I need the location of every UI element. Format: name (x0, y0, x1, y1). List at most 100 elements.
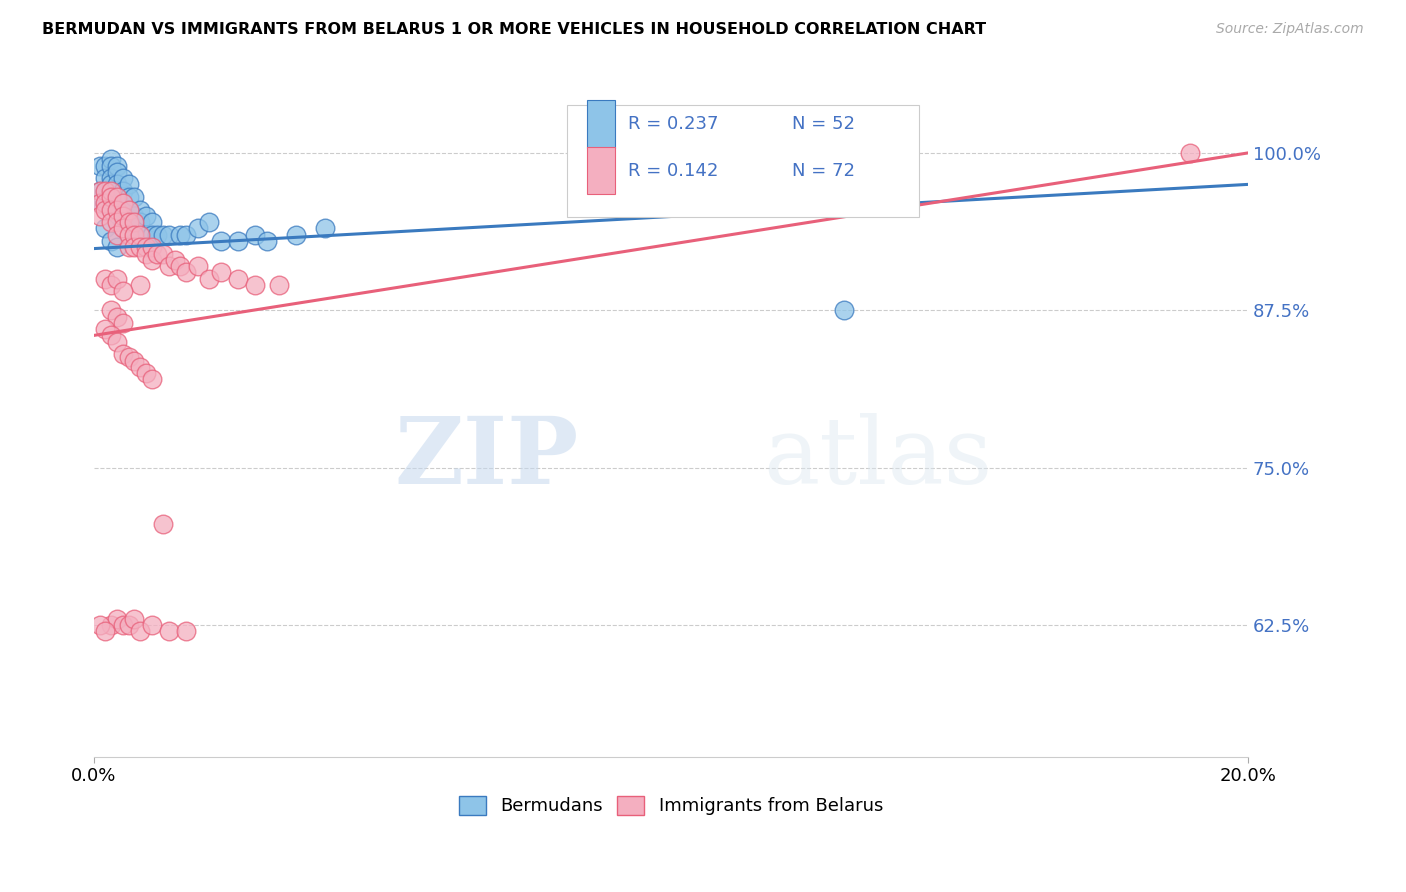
Point (187, 221, 209, 235)
Point (100, 617, 122, 632)
Point (157, 624, 180, 639)
Point (105, 159, 128, 173)
Point (209, 265, 232, 279)
Point (226, 234, 249, 248)
Point (89, 617, 111, 632)
Point (117, 227, 139, 242)
Text: Source: ZipAtlas.com: Source: ZipAtlas.com (1216, 22, 1364, 37)
Point (209, 234, 232, 248)
Point (117, 178, 139, 192)
Point (100, 190, 122, 204)
Point (105, 227, 128, 242)
Point (314, 221, 336, 235)
Point (117, 190, 139, 204)
Point (152, 227, 174, 242)
Point (100, 159, 122, 173)
Point (135, 246, 157, 260)
Point (105, 165, 128, 179)
Point (111, 285, 134, 299)
Point (124, 611, 146, 625)
Text: BERMUDAN VS IMMIGRANTS FROM BELARUS 1 OR MORE VEHICLES IN HOUSEHOLD CORRELATION : BERMUDAN VS IMMIGRANTS FROM BELARUS 1 OR… (42, 22, 986, 37)
Point (169, 227, 191, 242)
Point (100, 202, 122, 217)
Point (94, 624, 117, 639)
Point (152, 246, 174, 260)
Point (169, 259, 191, 273)
Point (124, 240, 146, 254)
Point (111, 221, 134, 235)
Point (100, 171, 122, 186)
Point (111, 202, 134, 217)
Point (135, 209, 157, 223)
Text: ZIP: ZIP (394, 413, 579, 503)
Point (124, 190, 146, 204)
Point (100, 202, 122, 217)
Point (832, 303, 855, 318)
Point (141, 215, 163, 229)
Point (94, 171, 117, 186)
Point (174, 624, 197, 639)
Point (245, 278, 267, 293)
Point (89, 184, 111, 198)
Point (94, 196, 117, 211)
Point (89, 209, 111, 223)
Point (245, 227, 267, 242)
Point (146, 246, 169, 260)
Point (117, 240, 139, 254)
Point (105, 202, 128, 217)
Point (100, 328, 122, 343)
Point (267, 278, 290, 293)
Point (129, 240, 152, 254)
Text: N = 72: N = 72 (792, 161, 855, 179)
Point (100, 303, 122, 318)
Point (124, 209, 146, 223)
Text: R = 0.142: R = 0.142 (628, 161, 718, 179)
Point (124, 227, 146, 242)
Point (100, 178, 122, 192)
Point (157, 227, 180, 242)
Point (94, 184, 117, 198)
Point (135, 366, 157, 380)
Point (187, 259, 209, 273)
Point (94, 196, 117, 211)
Point (105, 215, 128, 229)
Point (105, 202, 128, 217)
Point (129, 359, 152, 374)
Point (105, 334, 128, 349)
Point (152, 517, 174, 532)
Point (105, 240, 128, 254)
Point (111, 215, 134, 229)
Point (89, 196, 111, 211)
Point (174, 265, 197, 279)
Point (100, 234, 122, 248)
Point (124, 227, 146, 242)
Point (256, 234, 278, 248)
Point (105, 310, 128, 324)
Point (157, 259, 180, 273)
Point (111, 196, 134, 211)
Text: N = 52: N = 52 (792, 115, 855, 133)
Point (117, 215, 139, 229)
Point (284, 227, 307, 242)
Text: atlas: atlas (763, 413, 993, 503)
Point (124, 353, 146, 368)
Point (198, 215, 221, 229)
Point (135, 227, 157, 242)
Point (141, 372, 163, 386)
Point (111, 209, 134, 223)
Point (100, 184, 122, 198)
Point (141, 227, 163, 242)
FancyBboxPatch shape (586, 147, 616, 194)
Point (198, 272, 221, 286)
Point (89, 196, 111, 211)
Point (94, 184, 117, 198)
Point (105, 611, 128, 625)
Point (117, 202, 139, 217)
Point (100, 215, 122, 229)
Point (111, 347, 134, 361)
Point (117, 350, 139, 364)
Point (226, 272, 249, 286)
Point (163, 252, 186, 267)
Point (94, 221, 117, 235)
FancyBboxPatch shape (567, 104, 920, 217)
